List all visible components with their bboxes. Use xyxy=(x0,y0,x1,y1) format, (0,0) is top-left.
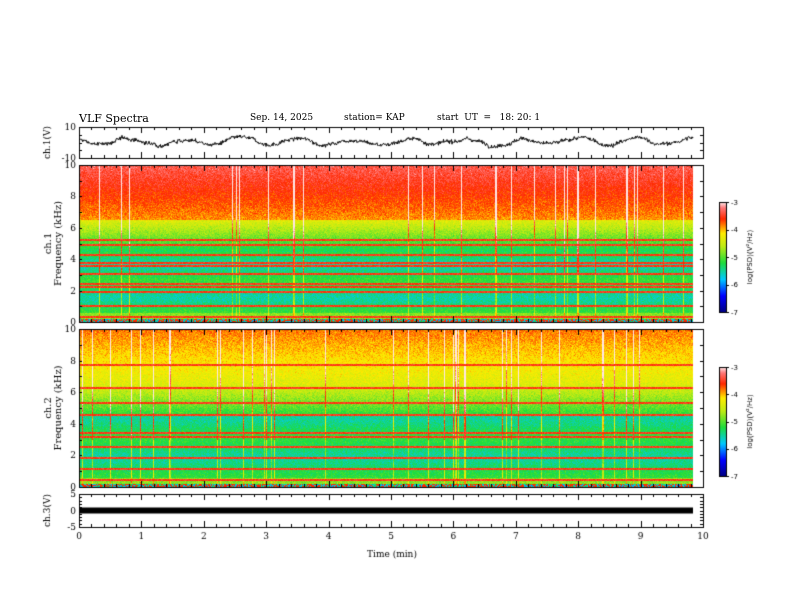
start-time-label: start UT = 18: 20: 1 xyxy=(437,113,541,123)
figure-title: VLF Spectra xyxy=(79,112,149,125)
station-label: station= KAP xyxy=(344,113,405,123)
date-label: Sep. 14, 2025 xyxy=(250,113,314,123)
